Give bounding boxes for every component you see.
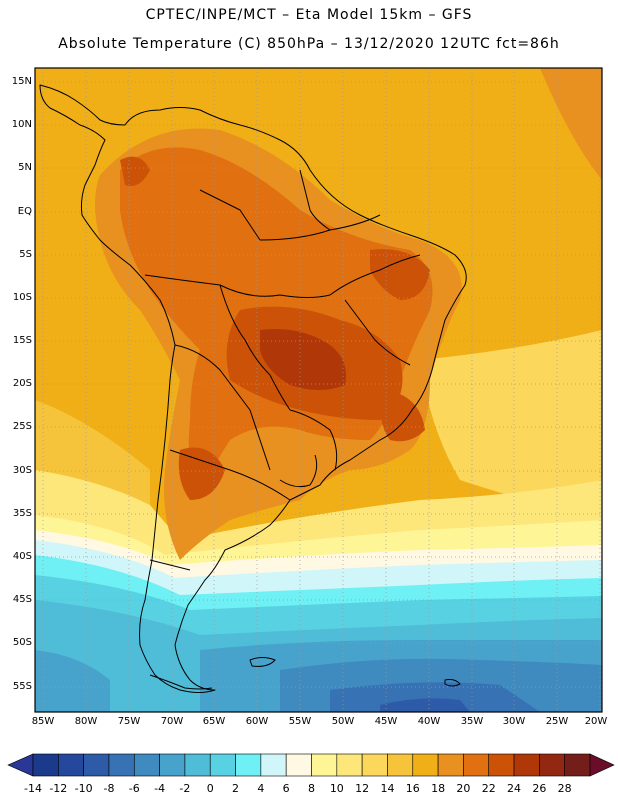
temperature-map [34,67,603,713]
lon-label-65w: 65W [202,716,226,727]
colorbar-swatch [412,753,439,777]
temperature-field [35,68,602,712]
colorbar-tick-label: 22 [481,782,496,795]
lon-label-50w: 50W [331,716,355,727]
lon-label-30w: 30W [502,716,526,727]
colorbar-tick-label: -14 [24,782,42,795]
map-gridlines [35,68,602,712]
lon-label-70w: 70W [160,716,184,727]
lon-label-80w: 80W [74,716,98,727]
colorbar-swatch [488,753,515,777]
colorbar-swatch [184,753,211,777]
lat-label-10n: 10N [11,119,32,130]
colorbar-swatch [513,753,540,777]
lon-label-60w: 60W [245,716,269,727]
colorbar-swatch [336,753,363,777]
colorbar-swatch [83,753,110,777]
lat-label-50s: 50S [12,637,32,648]
lon-label-35w: 35W [460,716,484,727]
map-title-line1: CPTEC/INPE/MCT – Eta Model 15km – GFS [145,7,473,23]
colorbar-swatch [159,753,186,777]
lat-label-eq: EQ [17,206,32,217]
colorbar-tick-label: -6 [128,782,140,795]
colorbar-swatch [311,753,338,777]
lat-label-5s: 5S [19,249,32,260]
lon-label-85w: 85W [31,716,55,727]
lat-label-35s: 35S [12,508,32,519]
lat-label-15n: 15N [11,76,32,87]
colorbar-tick-label: 16 [405,782,420,795]
coastlines [39,84,467,693]
lat-label-25s: 25S [12,421,32,432]
colorbar-tick-label: 12 [355,782,370,795]
colorbar-tick-label: 18 [431,782,446,795]
lon-label-25w: 25W [545,716,569,727]
lon-label-20w: 20W [584,716,608,727]
lat-label-5n: 5N [18,162,32,173]
lat-label-10s: 10S [12,292,32,303]
colorbar-high-arrow [589,753,615,777]
colorbar-swatch [133,753,160,777]
lat-label-30s: 30S [12,465,32,476]
lat-label-45s: 45S [12,594,32,605]
colorbar-swatch [564,753,591,777]
colorbar-tick-label: 6 [282,782,290,795]
colorbar-swatch [32,753,59,777]
colorbar-tick-label: -2 [179,782,191,795]
colorbar [7,753,615,777]
colorbar-tick-label: -10 [74,782,93,795]
colorbar-tick-label: -8 [103,782,115,795]
colorbar-tick-label: 26 [532,782,547,795]
colorbar-swatch [539,753,565,777]
colorbar-swatch [285,753,312,777]
colorbar-swatch [58,753,84,777]
colorbar-swatch [437,753,464,777]
colorbar-swatch [235,753,262,777]
lat-label-55s: 55S [12,681,32,692]
lon-label-45w: 45W [374,716,398,727]
colorbar-swatch [463,753,490,777]
colorbar-tick-label: 24 [507,782,522,795]
colorbar-swatch [209,753,236,777]
colorbar-tick-label: 2 [232,782,240,795]
lon-label-75w: 75W [117,716,141,727]
colorbar-swatch [108,753,135,777]
colorbar-tick-label: 20 [456,782,471,795]
lat-label-20s: 20S [12,378,32,389]
colorbar-tick-label: -12 [49,782,68,795]
lat-label-40s: 40S [12,551,32,562]
colorbar-tick-label: -4 [154,782,166,795]
colorbar-swatch [260,753,287,777]
lon-label-40w: 40W [417,716,441,727]
colorbar-tick-label: 10 [329,782,344,795]
colorbar-tick-label: 28 [557,782,572,795]
colorbar-tick-label: 14 [380,782,395,795]
colorbar-low-arrow [7,753,34,777]
lon-label-55w: 55W [288,716,312,727]
colorbar-tick-label: 0 [206,782,214,795]
lat-label-15s: 15S [12,335,32,346]
colorbar-tick-label: 4 [257,782,265,795]
map-frame [34,67,603,713]
map-title-line2: Absolute Temperature (C) 850hPa – 13/12/… [58,36,560,52]
colorbar-tick-label: 8 [308,782,315,795]
colorbar-swatch [361,753,388,777]
colorbar-swatch [387,753,414,777]
